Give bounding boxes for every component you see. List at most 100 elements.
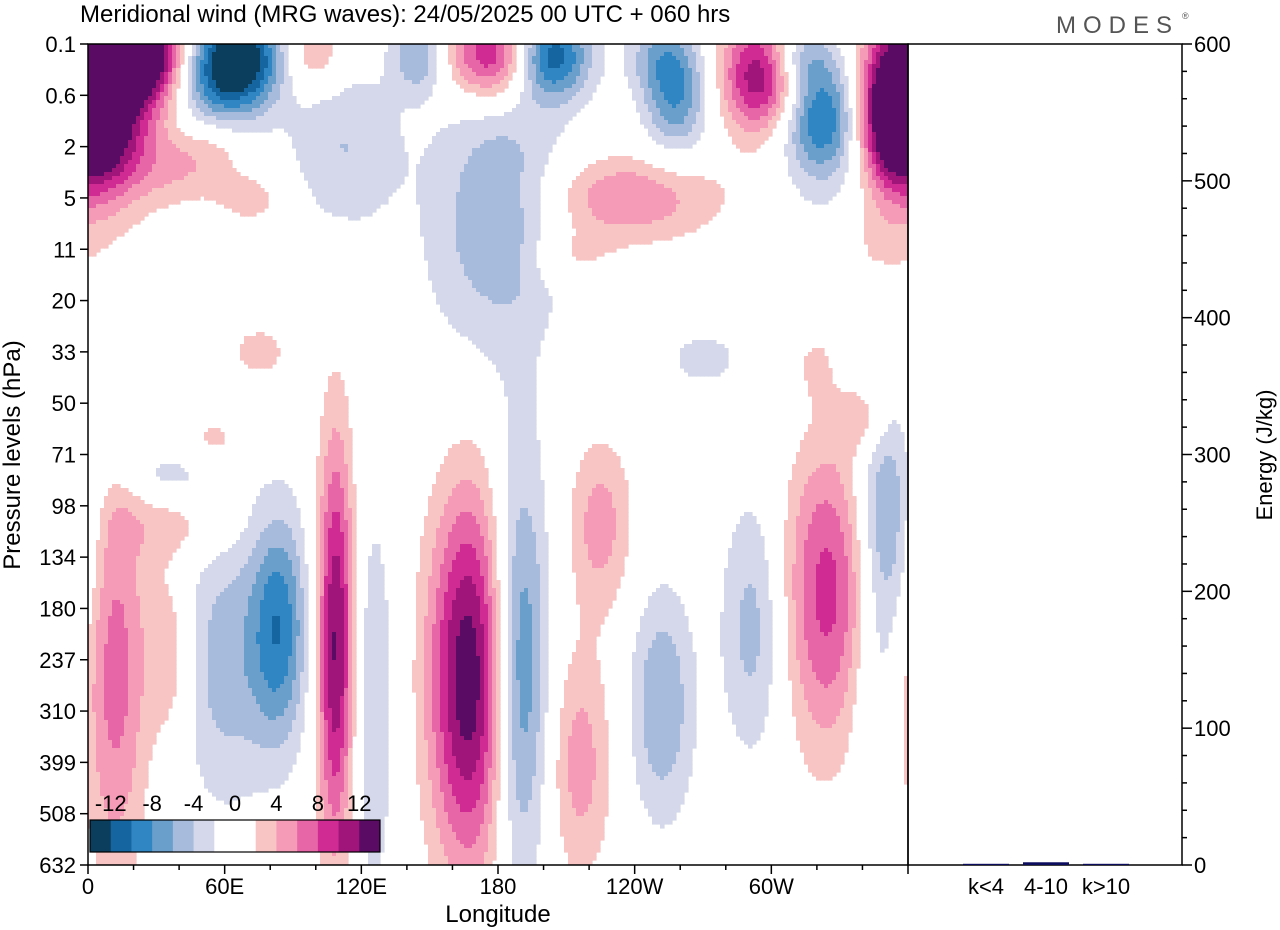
heatmap-cell xyxy=(108,168,113,173)
heatmap-cell xyxy=(312,156,317,161)
heatmap-cell xyxy=(792,120,797,125)
heatmap-cell xyxy=(884,68,889,73)
heatmap-cell xyxy=(540,120,545,125)
heatmap-cell xyxy=(252,44,257,49)
heatmap-cell xyxy=(88,156,93,161)
heatmap-cell xyxy=(796,136,801,141)
heatmap-cell xyxy=(540,68,545,73)
heatmap-cell xyxy=(240,68,245,73)
heatmap-cell xyxy=(96,120,101,125)
heatmap-cell xyxy=(496,80,501,85)
heatmap-cell xyxy=(156,168,161,173)
heatmap-cell xyxy=(344,112,349,117)
heatmap-cell xyxy=(720,60,725,65)
heatmap-cell xyxy=(128,140,133,145)
heatmap-cell xyxy=(476,92,481,97)
heatmap-cell xyxy=(496,136,501,141)
heatmap-cell xyxy=(348,124,353,129)
heatmap-cell xyxy=(744,64,749,69)
heatmap-cell xyxy=(660,132,665,137)
heatmap-cell xyxy=(308,44,313,49)
heatmap-cell xyxy=(900,84,905,89)
heatmap-cell xyxy=(292,140,297,145)
heatmap-cell xyxy=(500,128,505,133)
heatmap-cell xyxy=(856,112,861,117)
heatmap-cell xyxy=(884,72,889,77)
heatmap-cell xyxy=(408,100,413,105)
heatmap-cell xyxy=(668,140,673,145)
heatmap-cell xyxy=(460,52,465,57)
heatmap-cell xyxy=(512,60,517,65)
heatmap-cell xyxy=(556,132,561,137)
heatmap-cell xyxy=(676,56,681,61)
heatmap-cell xyxy=(748,76,753,81)
heatmap-cell xyxy=(88,72,93,77)
heatmap-cell xyxy=(372,124,377,129)
heatmap-cell xyxy=(208,160,213,165)
heatmap-cell xyxy=(284,52,289,57)
heatmap-cell xyxy=(580,48,585,53)
heatmap-cell xyxy=(740,80,745,85)
heatmap-cell xyxy=(304,136,309,141)
heatmap-cell xyxy=(636,108,641,113)
heatmap-cell xyxy=(900,148,905,153)
heatmap-cell xyxy=(108,132,113,137)
heatmap-cell xyxy=(336,152,341,157)
heatmap-cell xyxy=(820,156,825,161)
heatmap-cell xyxy=(476,120,481,125)
heatmap-cell xyxy=(96,84,101,89)
heatmap-cell xyxy=(284,104,289,109)
heatmap-cell xyxy=(212,152,217,157)
heatmap-cell xyxy=(304,172,309,177)
heatmap-cell xyxy=(276,44,281,49)
heatmap-cell xyxy=(396,164,401,169)
heatmap-cell xyxy=(864,76,869,81)
heatmap-cell xyxy=(324,128,329,133)
heatmap-cell xyxy=(824,96,829,101)
heatmap-cell xyxy=(492,72,497,77)
heatmap-cell xyxy=(128,160,133,165)
heatmap-cell xyxy=(316,172,321,177)
heatmap-cell xyxy=(372,144,377,149)
heatmap-cell xyxy=(788,156,793,161)
heatmap-cell xyxy=(496,68,501,73)
heatmap-cell xyxy=(860,144,865,149)
heatmap-cell xyxy=(432,68,437,73)
heatmap-cell xyxy=(228,164,233,169)
heatmap-cell xyxy=(120,136,125,141)
heatmap-cell xyxy=(348,160,353,165)
heatmap-cell xyxy=(656,108,661,113)
heatmap-cell xyxy=(372,88,377,93)
heatmap-cell xyxy=(256,60,261,65)
heatmap-cell xyxy=(868,84,873,89)
heatmap-cell xyxy=(260,100,265,105)
heatmap-cell xyxy=(228,68,233,73)
heatmap-cell xyxy=(796,88,801,93)
heatmap-cell xyxy=(128,164,133,169)
heatmap-cell xyxy=(272,88,277,93)
heatmap-cell xyxy=(816,100,821,105)
heatmap-cell xyxy=(728,64,733,69)
heatmap-cell xyxy=(824,128,829,133)
heatmap-cell xyxy=(596,168,601,173)
heatmap-cell xyxy=(784,84,789,89)
heatmap-cell xyxy=(160,176,165,181)
heatmap-cell xyxy=(276,96,281,101)
heatmap-cell xyxy=(580,72,585,77)
heatmap-cell xyxy=(660,140,665,145)
heatmap-cell xyxy=(412,48,417,53)
heatmap-cell xyxy=(136,148,141,153)
heatmap-cell xyxy=(408,60,413,65)
heatmap-cell xyxy=(96,72,101,77)
heatmap-cell xyxy=(740,144,745,149)
heatmap-cell xyxy=(232,76,237,81)
heatmap-cell xyxy=(216,160,221,165)
heatmap-cell xyxy=(228,104,233,109)
heatmap-cell xyxy=(536,136,541,141)
heatmap-cell xyxy=(200,56,205,61)
heatmap-cell xyxy=(396,132,401,137)
heatmap-cell xyxy=(144,80,149,85)
heatmap-cell xyxy=(560,112,565,117)
heatmap-cell xyxy=(420,88,425,93)
heatmap-cell xyxy=(716,68,721,73)
